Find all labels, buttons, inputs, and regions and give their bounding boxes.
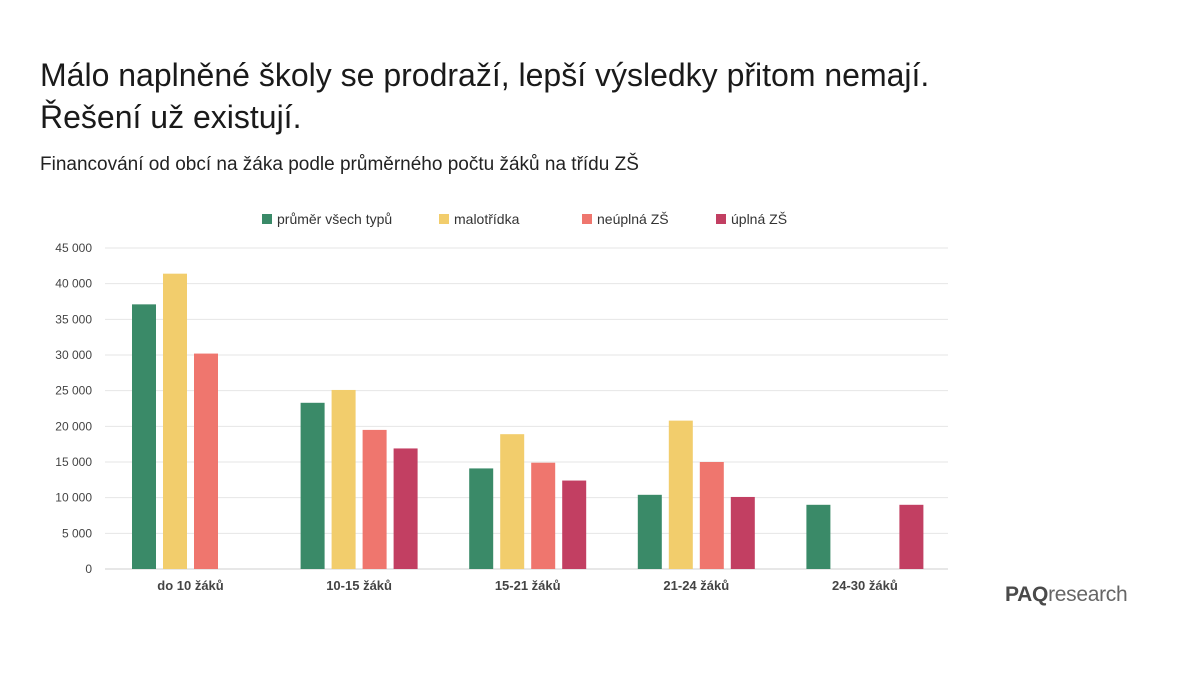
- bar: [362, 429, 387, 569]
- y-tick-label: 40 000: [55, 277, 92, 291]
- paq-research-logo: PAQresearch: [1005, 583, 1128, 607]
- bar: [469, 468, 494, 569]
- bar: [300, 402, 325, 569]
- legend-label: průměr všech typů: [277, 211, 392, 227]
- y-tick-label: 30 000: [55, 348, 92, 362]
- bar: [500, 434, 525, 569]
- y-tick-label: 10 000: [55, 491, 92, 505]
- bar: [699, 462, 724, 569]
- legend-swatch: [262, 214, 272, 224]
- bar: [163, 273, 187, 569]
- legend-label: neúplná ZŠ: [597, 211, 669, 227]
- bar: [899, 504, 924, 569]
- chart-subtitle: Financování od obcí na žáka podle průměr…: [40, 154, 639, 175]
- y-tick-label: 25 000: [55, 384, 92, 398]
- legend-swatch: [439, 214, 449, 224]
- legend-label: malotřídka: [454, 211, 520, 227]
- bar: [637, 494, 662, 569]
- chart-title: Málo naplněné školy se prodraží, lepší v…: [40, 54, 1140, 138]
- y-tick-label: 35 000: [55, 312, 92, 326]
- legend-swatch: [582, 214, 592, 224]
- legend-swatch: [716, 214, 726, 224]
- x-category-label: 21-24 žáků: [663, 578, 729, 593]
- bar: [562, 480, 587, 569]
- x-category-label: 15-21 žáků: [495, 578, 561, 593]
- x-category-label: 24-30 žáků: [832, 578, 898, 593]
- legend-label: úplná ZŠ: [731, 211, 787, 227]
- bar: [132, 304, 156, 569]
- y-tick-label: 45 000: [55, 241, 92, 255]
- y-tick-label: 20 000: [55, 419, 92, 433]
- bar: [194, 353, 218, 569]
- title-line-2: Řešení už existují.: [40, 99, 302, 135]
- x-category-label: 10-15 žáků: [326, 578, 392, 593]
- bar: [806, 504, 831, 569]
- bar: [668, 420, 693, 569]
- y-tick-label: 15 000: [55, 455, 92, 469]
- logo-bold-text: PAQ: [1005, 583, 1049, 606]
- title-line-1: Málo naplněné školy se prodraží, lepší v…: [40, 57, 930, 93]
- y-tick-label: 0: [85, 562, 92, 576]
- bar: [393, 448, 418, 569]
- bar: [331, 389, 356, 569]
- logo-light-text: research: [1048, 583, 1128, 606]
- y-tick-label: 5 000: [62, 526, 92, 540]
- x-category-label: do 10 žáků: [157, 578, 224, 593]
- bar: [531, 462, 556, 569]
- bar: [730, 496, 755, 569]
